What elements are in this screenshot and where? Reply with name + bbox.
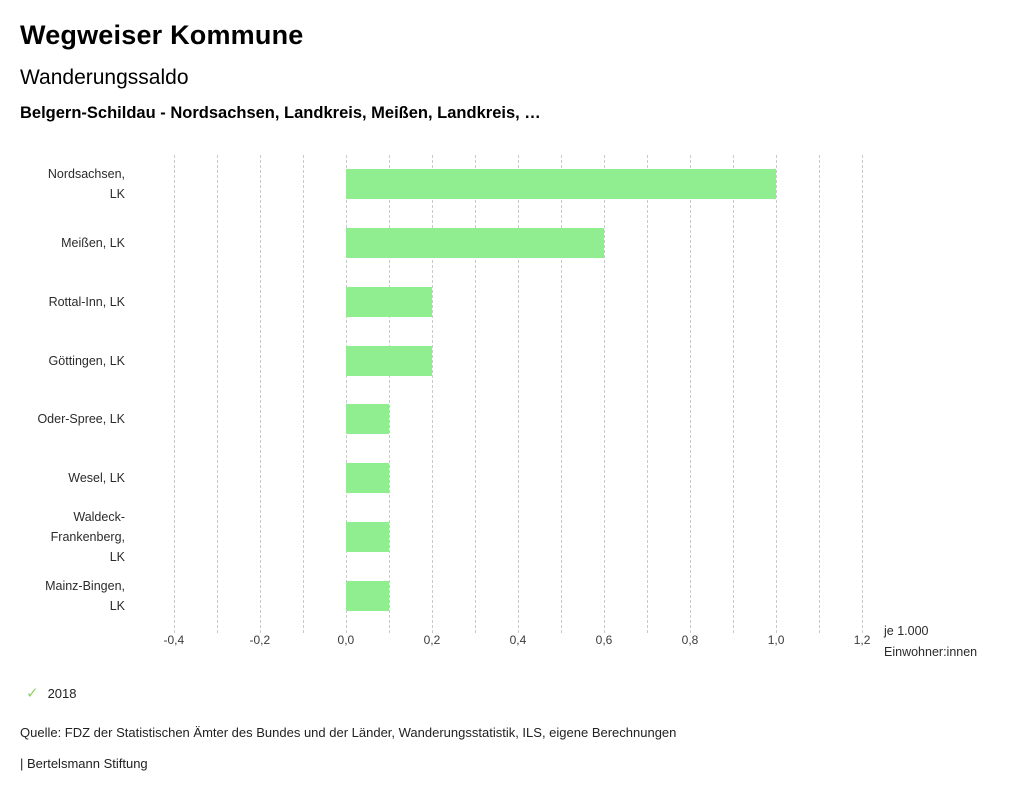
gridline xyxy=(733,155,735,633)
chart-row: Wesel, LK xyxy=(0,449,875,508)
x-tick-label: 0,2 xyxy=(423,633,441,647)
category-label: Göttingen, LK xyxy=(48,353,125,368)
bar-area xyxy=(148,390,875,449)
footer-brand: | Bertelsmann Stiftung xyxy=(20,756,148,771)
bar[interactable] xyxy=(345,286,432,317)
x-tick-label: -0,4 xyxy=(163,633,185,647)
bar[interactable] xyxy=(345,345,432,376)
bar[interactable] xyxy=(345,521,389,552)
bar[interactable] xyxy=(345,228,604,259)
legend-year-label: 2018 xyxy=(47,685,77,701)
app-title: Wegweiser Kommune xyxy=(20,20,304,50)
bar[interactable] xyxy=(345,169,777,200)
bar-area xyxy=(148,331,875,390)
gridline xyxy=(431,155,433,633)
x-tick-label: -0,2 xyxy=(249,633,271,647)
bar-area xyxy=(148,273,875,332)
x-tick-label: 1,2 xyxy=(853,633,871,647)
gridline xyxy=(862,155,864,633)
x-axis-ticks: -0,4 -0,2 0,0 0,2 0,4 0,6 0,8 1,0 1,2 xyxy=(148,633,875,655)
category-label: Meißen, LK xyxy=(61,236,125,251)
x-tick-label: 0,4 xyxy=(509,633,527,647)
gridlines xyxy=(148,155,875,633)
legend-item-2018[interactable]: ✓ 2018 xyxy=(26,684,77,702)
bar-chart: Nordsachsen, LK Meißen, LK Rottal-Inn, LK Gö… xyxy=(0,155,1024,659)
bar[interactable] xyxy=(345,463,389,494)
axis-unit-line1: je 1.000 xyxy=(884,624,929,638)
axis-unit-line2: Einwohner:innen xyxy=(884,645,978,659)
plot-area: Nordsachsen, LK Meißen, LK Rottal-Inn, LK Gö… xyxy=(0,155,875,655)
category-label: Mainz-Bingen, LK xyxy=(45,578,125,613)
chart-title: Wanderungssaldo xyxy=(20,66,189,89)
category-label: Nordsachsen, LK xyxy=(47,167,125,202)
bar-area xyxy=(148,449,875,508)
x-tick-label: 0,6 xyxy=(595,633,613,647)
gridline xyxy=(690,155,692,633)
gridline xyxy=(173,155,175,633)
gridline xyxy=(474,155,476,633)
axis-unit-label: je 1.000 Einwohner:innen xyxy=(884,621,977,663)
check-icon: ✓ xyxy=(26,685,39,702)
x-tick-label: 0,0 xyxy=(337,633,355,647)
bar-area xyxy=(148,155,875,214)
bar[interactable] xyxy=(345,580,389,611)
chart-subtitle: Belgern-Schildau - Nordsachsen, Landkrei… xyxy=(20,104,541,122)
chart-row: Oder-Spree, LK xyxy=(0,390,875,449)
bar-area xyxy=(148,566,875,625)
bar[interactable] xyxy=(345,404,389,435)
gridline xyxy=(603,155,605,633)
chart-row: Waldeck- Frankenberg, LK xyxy=(0,508,875,567)
gridline xyxy=(216,155,218,633)
bar-rows: Nordsachsen, LK Meißen, LK Rottal-Inn, LK Gö… xyxy=(0,155,875,625)
x-tick-label: 1,0 xyxy=(767,633,785,647)
chart-row: Rottal-Inn, LK xyxy=(0,273,875,332)
chart-row: Meißen, LK xyxy=(0,214,875,273)
chart-row: Göttingen, LK xyxy=(0,331,875,390)
x-tick-label: 0,8 xyxy=(681,633,699,647)
chart-row: Mainz-Bingen, LK xyxy=(0,566,875,625)
chart-row: Nordsachsen, LK xyxy=(0,155,875,214)
category-label: Wesel, LK xyxy=(68,471,125,486)
gridline xyxy=(776,155,778,633)
bar-area xyxy=(148,508,875,567)
category-label: Rottal-Inn, LK xyxy=(48,294,125,309)
category-label: Oder-Spree, LK xyxy=(37,412,125,427)
gridline xyxy=(259,155,261,633)
gridline xyxy=(819,155,821,633)
gridline xyxy=(647,155,648,633)
bar-area xyxy=(148,214,875,273)
gridline xyxy=(345,155,347,633)
gridline xyxy=(388,155,390,633)
gridline xyxy=(517,155,519,633)
source-text: Quelle: FDZ der Statistischen Ämter des … xyxy=(20,725,677,740)
gridline xyxy=(302,155,304,633)
gridline xyxy=(560,155,562,633)
category-label: Waldeck- Frankenberg, LK xyxy=(50,509,125,564)
